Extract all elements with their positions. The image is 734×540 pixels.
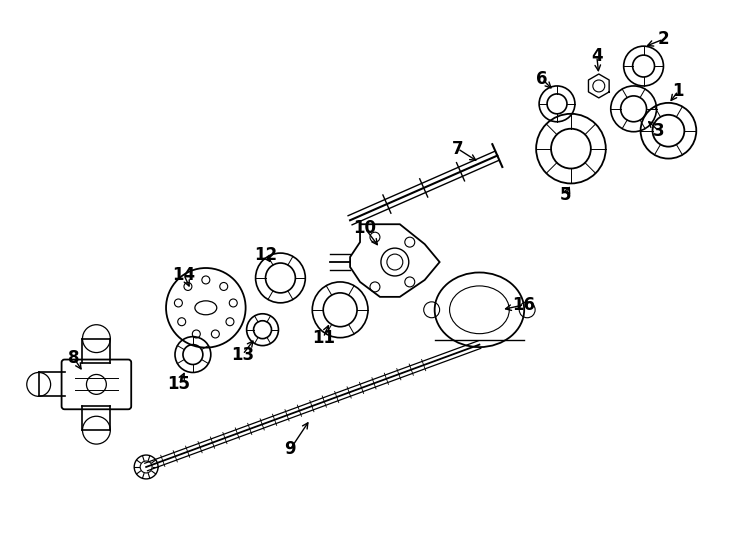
Text: 16: 16	[512, 296, 536, 314]
Text: 4: 4	[591, 47, 603, 65]
Text: 3: 3	[653, 122, 664, 140]
Text: 9: 9	[285, 440, 297, 458]
Text: 12: 12	[254, 246, 277, 264]
Text: 13: 13	[231, 346, 254, 363]
Text: 14: 14	[172, 266, 195, 284]
Text: 6: 6	[537, 70, 548, 88]
Text: 2: 2	[658, 30, 669, 48]
Text: 5: 5	[560, 186, 572, 204]
Text: 8: 8	[68, 348, 79, 367]
Text: 11: 11	[312, 329, 335, 347]
Text: 10: 10	[354, 219, 377, 237]
Text: 1: 1	[672, 82, 684, 100]
Text: 15: 15	[167, 375, 190, 394]
Text: 7: 7	[451, 140, 463, 158]
